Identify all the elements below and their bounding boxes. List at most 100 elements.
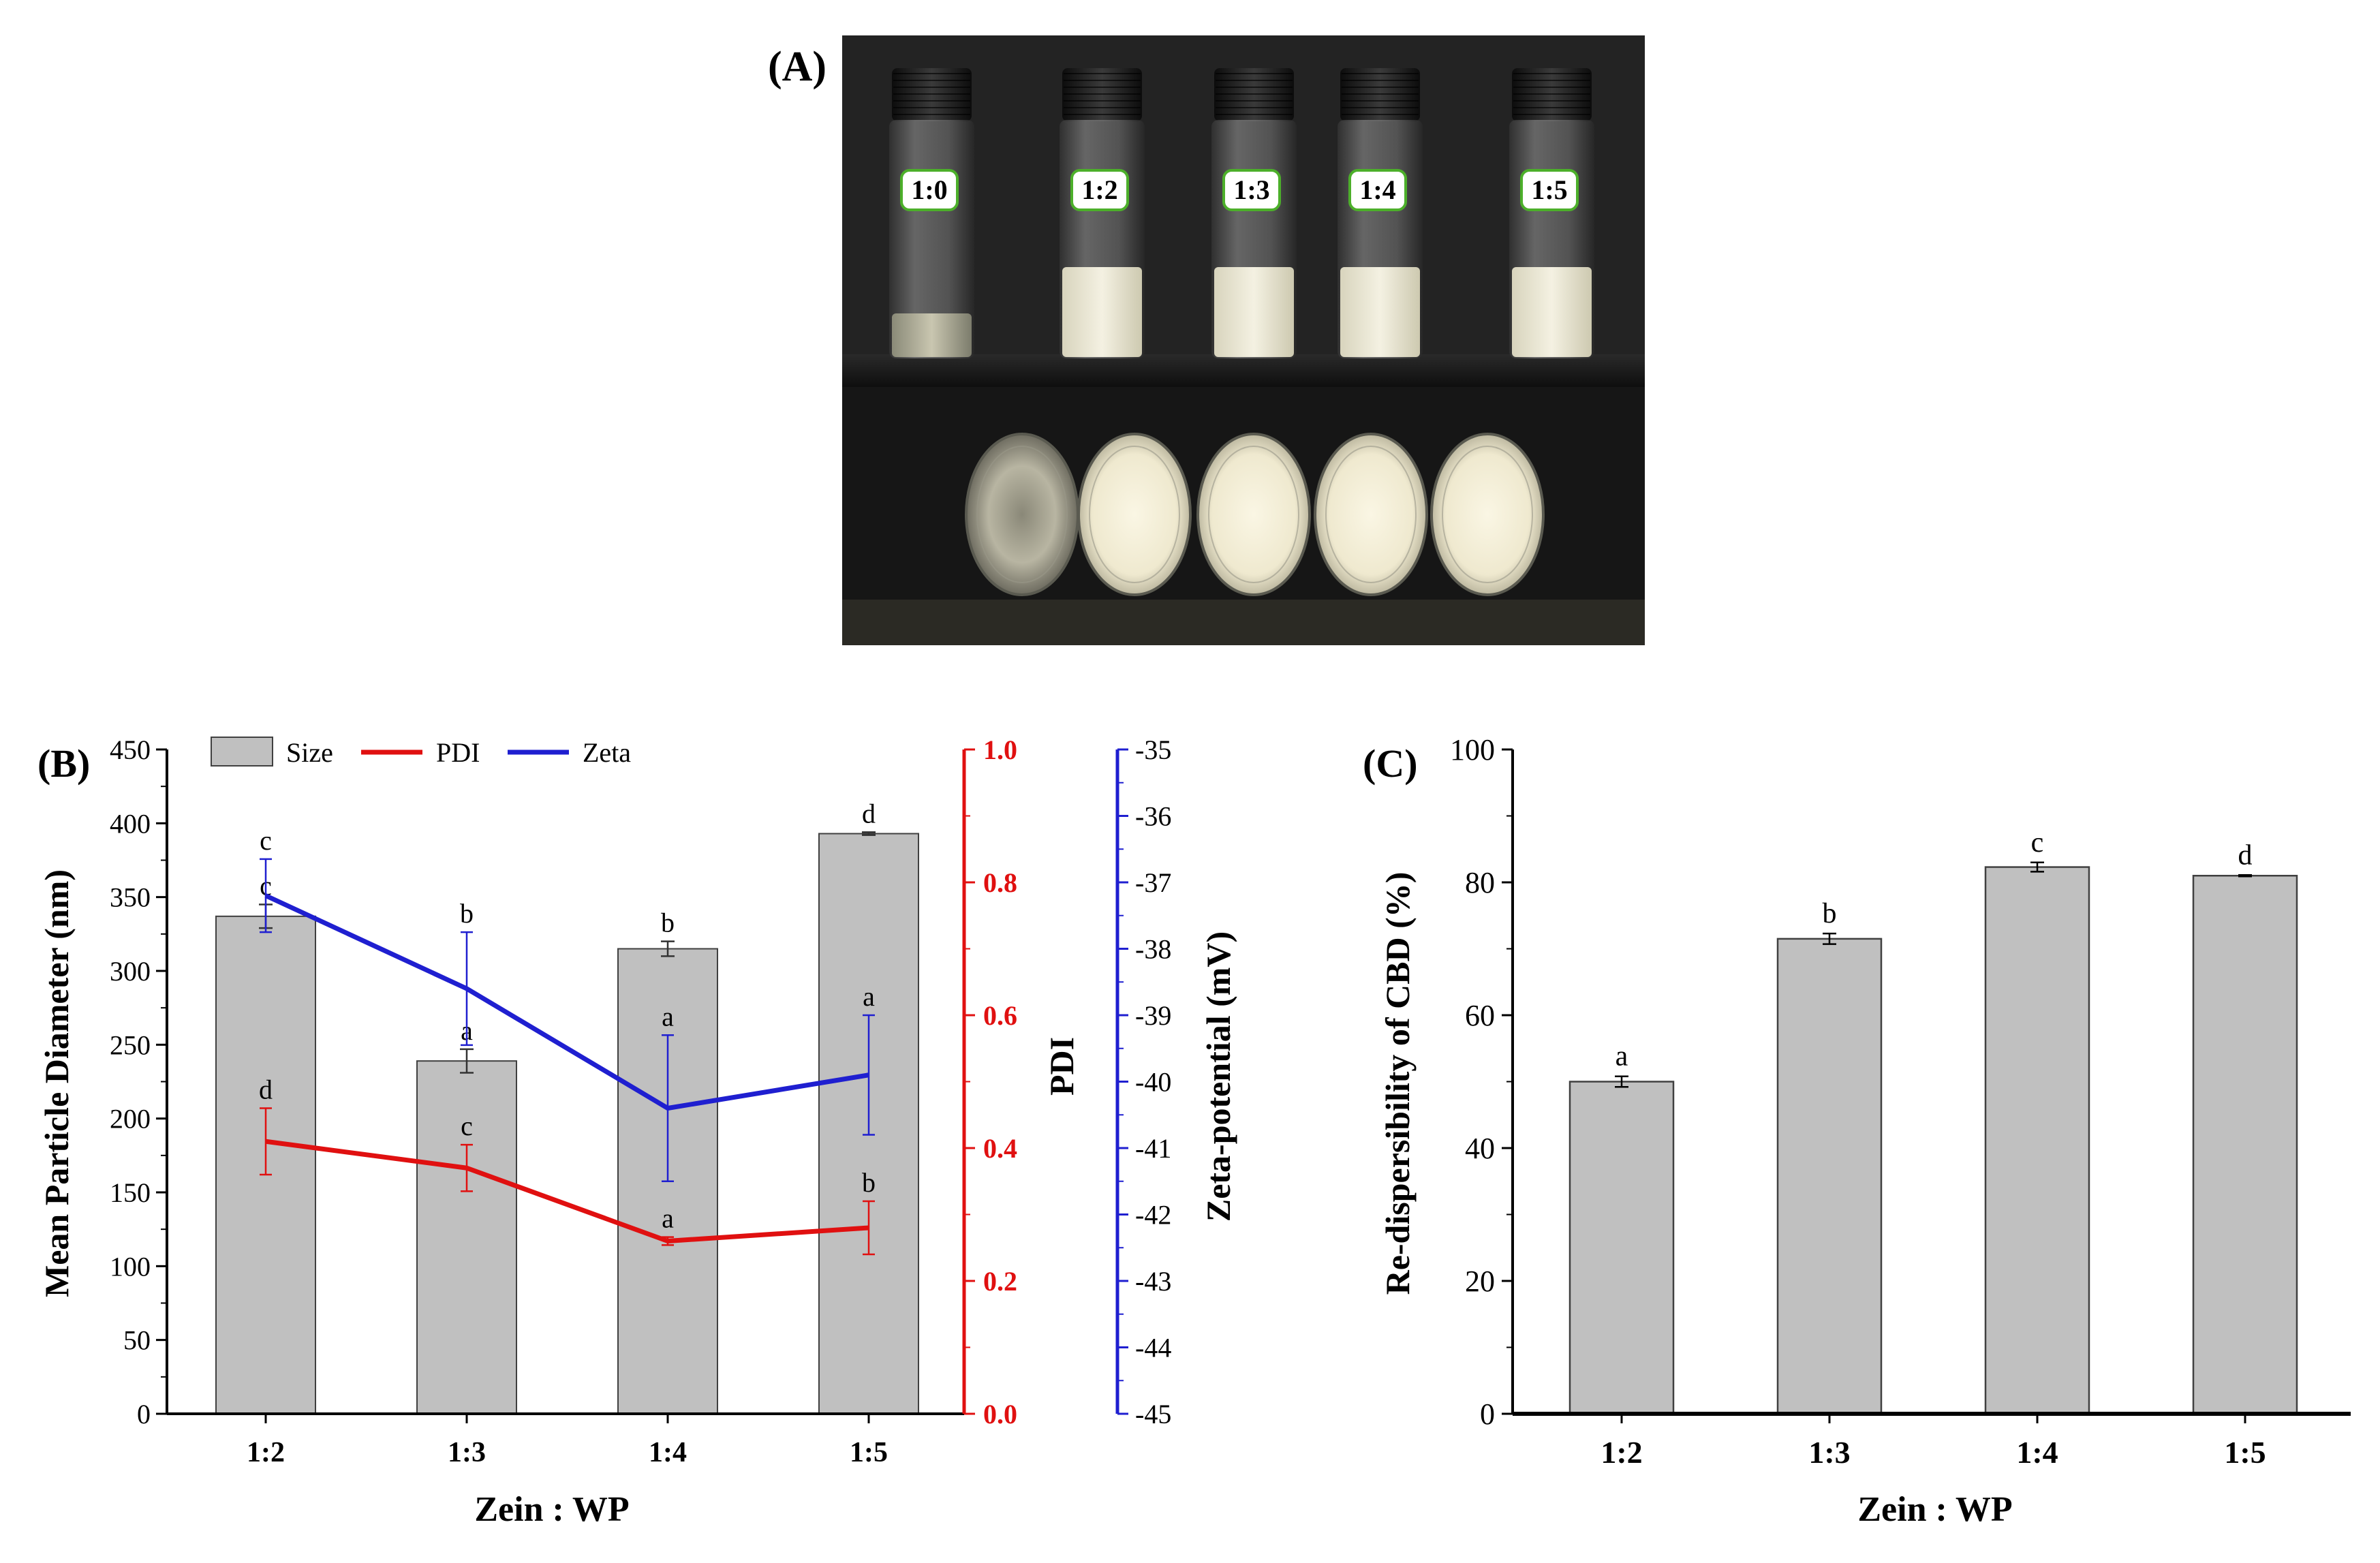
b-left-tick-label: 350 (110, 882, 151, 913)
b-pdi-tick-label: 0.6 (983, 1000, 1017, 1031)
letter-zeta: b (460, 898, 474, 929)
panel-b-label: (B) (37, 741, 90, 786)
c-y-tick-label: 60 (1465, 999, 1495, 1032)
bar-redispersibility-1:4 (1984, 866, 2090, 1415)
c-y-tick-label: 20 (1465, 1265, 1495, 1298)
vial-bottom-3 (1314, 433, 1428, 596)
vial-liquid (892, 313, 972, 357)
b-left-tick-label: 400 (110, 808, 151, 839)
c-y-tick-label: 100 (1450, 733, 1495, 767)
vial-bottom-rim (1442, 446, 1533, 583)
b-zeta-tick-label: -35 (1135, 734, 1171, 765)
letter-pdi: d (259, 1074, 273, 1105)
c-y-tick-label: 80 (1465, 866, 1495, 899)
letter-zeta: c (260, 825, 272, 856)
b-zeta-tick-label: -41 (1135, 1133, 1171, 1164)
panel-a: (A) 1:0 1:2 1:3 1:4 1:5 (768, 35, 1645, 645)
panel-a-label: (A) (768, 44, 826, 90)
b-pdi-tick-label: 0.8 (983, 867, 1017, 898)
b-zeta-tick-label: -45 (1135, 1399, 1171, 1429)
c-x-tick-label: 1:5 (2224, 1435, 2266, 1470)
vial-bottom-rim (1089, 446, 1180, 583)
b-left-tick-label: 0 (137, 1399, 151, 1429)
b-zeta-ylabel: Zeta-potential (mV) (1199, 931, 1237, 1222)
letter-c: b (1823, 898, 1837, 929)
vial-1: 1:2 (1060, 68, 1145, 358)
b-zeta-tick-label: -38 (1135, 934, 1171, 965)
panel-c-label: (C) (1363, 741, 1418, 786)
b-left-tick-label: 100 (110, 1251, 151, 1282)
vial-label-box (1222, 169, 1281, 211)
legend-b: Size PDI Zeta (211, 737, 631, 768)
b-zeta-tick-label: -42 (1135, 1200, 1171, 1231)
vial-liquid (1214, 267, 1294, 357)
vial-bottom-rim (976, 446, 1068, 583)
b-pdi-tick-label: 0.0 (983, 1399, 1017, 1429)
letter-size: b (661, 908, 675, 938)
b-left-tick-label: 150 (110, 1177, 151, 1208)
b-left-ylabel: Mean Particle Diameter (nm) (37, 869, 76, 1297)
c-x-tick-label: 1:3 (1808, 1435, 1850, 1470)
b-zeta-tick-label: -44 (1135, 1333, 1171, 1363)
c-ylabel: Re-dispersibility of CBD (%) (1378, 872, 1417, 1295)
panel-b: (B) cabddcabcbaa050100150200250300350400… (37, 734, 1237, 1529)
c-xlabel: Zein : WP (1857, 1490, 2012, 1529)
letter-pdi: c (461, 1111, 473, 1141)
vial-photo: 1:0 1:2 1:3 1:4 1:5 (842, 35, 1645, 645)
vial-label: 1:0 (911, 174, 947, 205)
bar-redispersibility-1:5 (2192, 875, 2298, 1415)
b-x-tick-label: 1:4 (649, 1437, 687, 1468)
vial-label: 1:2 (1081, 174, 1117, 205)
b-pdi-tick-label: 0.4 (983, 1133, 1017, 1164)
bar-redispersibility-1:2 (1568, 1081, 1675, 1415)
b-x-tick-label: 1:3 (448, 1437, 486, 1468)
bar-size-1:3 (416, 1060, 517, 1414)
letter-c: d (2238, 839, 2253, 871)
vial-bottom-4 (1430, 433, 1545, 596)
vial-liquid (1062, 267, 1142, 357)
b-zeta-tick-label: -39 (1135, 1000, 1171, 1031)
vial-liquid (1512, 267, 1592, 357)
legend-size-swatch (211, 737, 273, 767)
vial-label-box (900, 169, 959, 211)
letter-c: a (1616, 1041, 1628, 1072)
vial-label-box (1520, 169, 1579, 211)
c-y-tick-label: 40 (1465, 1132, 1495, 1165)
b-left-tick-label: 450 (110, 734, 151, 765)
series-line-zeta (264, 893, 869, 1111)
b-left-tick-label: 250 (110, 1030, 151, 1060)
b-pdi-tick-label: 1.0 (983, 734, 1017, 765)
letter-pdi: b (862, 1167, 876, 1198)
vial-label: 1:4 (1359, 174, 1395, 205)
legend-zeta-label: Zeta (583, 737, 631, 768)
b-left-tick-label: 300 (110, 956, 151, 987)
letter-zeta: a (662, 1001, 674, 1032)
legend-pdi-label: PDI (436, 737, 480, 768)
letter-size: d (862, 798, 876, 829)
vial-liquid (1340, 267, 1420, 357)
vial-3: 1:4 (1338, 68, 1423, 358)
b-zeta-tick-label: -36 (1135, 801, 1171, 832)
b-xlabel: Zein : WP (474, 1490, 629, 1529)
letter-zeta: a (863, 981, 875, 1012)
panel-c: (C) a b c d 0 20 40 60 80 100 1:2 1:3 1:4 1:5 Zein : … (1363, 733, 2351, 1529)
c-y-tick-label: 0 (1480, 1397, 1495, 1431)
b-zeta-tick-label: -37 (1135, 867, 1171, 898)
b-left-tick-label: 50 (123, 1325, 151, 1356)
vial-label-box (1348, 169, 1407, 211)
vial-bottom-rim (1208, 446, 1299, 583)
b-zeta-tick-label: -40 (1135, 1067, 1171, 1098)
b-pdi-ylabel: PDI (1042, 1037, 1081, 1096)
vial-label: 1:5 (1531, 174, 1567, 205)
legend-size-label: Size (286, 737, 333, 768)
b-left-tick-label: 200 (110, 1104, 151, 1134)
vial-label: 1:3 (1233, 174, 1269, 205)
c-x-tick-label: 1:2 (1601, 1435, 1642, 1470)
vial-2: 1:3 (1211, 68, 1297, 358)
vial-label-box (1070, 169, 1129, 211)
c-x-tick-label: 1:4 (2016, 1435, 2058, 1470)
vial-bottom-rim (1325, 446, 1417, 583)
vial-0: 1:0 (889, 68, 974, 358)
vial-4: 1:5 (1509, 68, 1594, 358)
